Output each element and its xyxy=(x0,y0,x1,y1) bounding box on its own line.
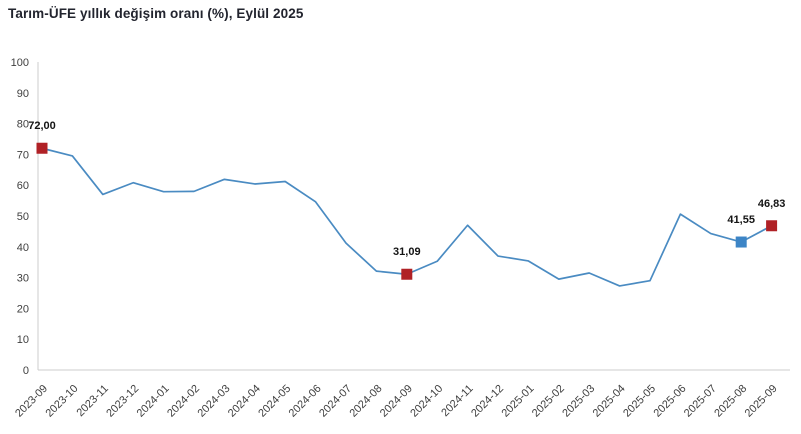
data-line xyxy=(41,147,773,287)
x-tick-label: 2025-06 xyxy=(651,383,688,420)
y-tick-label: 100 xyxy=(11,57,29,69)
x-tick-label: 2024-09 xyxy=(378,383,415,420)
data-point-marker-2023-09 xyxy=(36,142,48,154)
data-point-marker-2025-09 xyxy=(766,220,778,232)
x-tick-label: 2024-12 xyxy=(469,383,506,420)
x-tick-label: 2025-08 xyxy=(712,383,749,420)
x-tick-label: 2024-08 xyxy=(347,383,384,420)
data-point-label-2025-08: 41,55 xyxy=(727,214,755,226)
x-tick-label: 2025-07 xyxy=(682,383,719,420)
y-tick-label: 90 xyxy=(17,88,29,100)
x-tick-label: 2024-10 xyxy=(408,383,445,420)
x-tick-label: 2023-09 xyxy=(13,383,50,420)
x-tick-label: 2024-06 xyxy=(287,383,324,420)
y-tick-label: 0 xyxy=(23,365,29,377)
x-tick-label: 2025-04 xyxy=(591,383,628,420)
x-tick-label: 2024-07 xyxy=(317,383,354,420)
y-tick-label: 20 xyxy=(17,303,29,315)
data-point-marker-2025-08 xyxy=(735,236,747,248)
x-tick-label: 2025-01 xyxy=(499,383,536,420)
x-tick-label: 2023-10 xyxy=(43,383,80,420)
y-tick-label: 30 xyxy=(17,273,29,285)
x-tick-label: 2024-02 xyxy=(165,383,202,420)
x-tick-label: 2024-05 xyxy=(256,383,293,420)
x-tick-label: 2024-04 xyxy=(226,383,263,420)
data-point-label-2025-09: 46,83 xyxy=(758,198,786,210)
y-tick-label: 70 xyxy=(17,149,29,161)
x-tick-label: 2025-02 xyxy=(530,383,567,420)
y-tick-label: 10 xyxy=(17,334,29,346)
x-tick-label: 2025-09 xyxy=(743,383,780,420)
y-tick-label: 50 xyxy=(17,211,29,223)
y-tick-label: 60 xyxy=(17,180,29,192)
x-tick-label: 2023-12 xyxy=(104,383,141,420)
data-point-label-2023-09: 72,00 xyxy=(28,120,56,132)
y-tick-label: 40 xyxy=(17,242,29,254)
x-tick-label: 2024-03 xyxy=(195,383,232,420)
y-tick-label: 80 xyxy=(17,119,29,131)
chart-title: Tarım-ÜFE yıllık değişim oranı (%), Eylü… xyxy=(8,6,304,21)
data-point-marker-2024-09 xyxy=(401,268,413,280)
x-tick-label: 2025-05 xyxy=(621,383,658,420)
x-tick-label: 2024-01 xyxy=(135,383,172,420)
x-tick-label: 2025-03 xyxy=(560,383,597,420)
data-point-label-2024-09: 31,09 xyxy=(393,246,421,258)
